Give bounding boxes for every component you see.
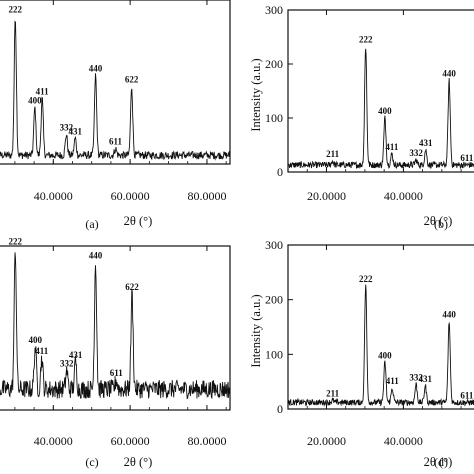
peak-label-411: 411 [36, 86, 50, 96]
peak-label-400: 400 [28, 96, 42, 106]
peak-label-211: 211 [326, 149, 340, 159]
x-tick-label: 80.0000 [187, 434, 226, 448]
peak-label-411: 411 [35, 346, 49, 356]
x-tick-label: 60.0000 [111, 434, 150, 448]
y-axis-title: Intensity (a.u.) [249, 294, 263, 367]
xrd-trace [0, 252, 230, 400]
peak-label-222: 222 [9, 237, 23, 247]
peak-label-400: 400 [378, 106, 392, 116]
y-tick-label: 0 [277, 402, 283, 416]
x-axis-title: 2θ (°) [424, 214, 453, 228]
y-axis-title: Intensity (a.u.) [249, 58, 263, 131]
peak-label-400: 400 [378, 351, 392, 361]
peak-label-440: 440 [89, 250, 103, 260]
peak-label-411: 411 [385, 142, 399, 152]
x-axis-title: 2θ (°) [124, 455, 153, 469]
x-tick-label: 40.0000 [384, 189, 423, 203]
peak-label-440: 440 [442, 310, 456, 320]
peak-label-222: 222 [9, 4, 23, 14]
y-tick-label: 200 [265, 293, 283, 307]
peak-label-332: 332 [409, 148, 423, 158]
xrd-trace [288, 284, 474, 407]
x-axis-title: 2θ (°) [124, 214, 153, 228]
peak-label-431: 431 [69, 350, 83, 360]
y-tick-label: 300 [265, 3, 283, 17]
xrd-trace [0, 20, 230, 161]
peak-label-611: 611 [109, 137, 123, 147]
peak-label-622: 622 [125, 74, 139, 84]
peak-label-400: 400 [28, 335, 42, 345]
peak-label-332: 332 [60, 122, 74, 132]
xrd-trace [288, 48, 474, 170]
peak-label-611: 611 [460, 153, 474, 163]
x-tick-label: 60.0000 [111, 189, 150, 203]
x-tick-label: 20.0000 [307, 434, 346, 448]
peak-label-622: 622 [125, 282, 139, 292]
peak-label-332: 332 [409, 372, 423, 382]
y-tick-label: 0 [277, 165, 283, 179]
peak-label-332: 332 [60, 359, 74, 369]
peak-label-411: 411 [386, 376, 400, 386]
y-tick-label: 300 [265, 238, 283, 252]
y-tick-label: 100 [265, 347, 283, 361]
peak-label-211: 211 [326, 388, 340, 398]
plot-frame [287, 244, 474, 410]
x-tick-label: 40.0000 [34, 189, 73, 203]
y-tick-label: 200 [265, 57, 283, 71]
x-tick-label: 40.0000 [34, 434, 73, 448]
x-tick-label: 20.0000 [307, 189, 346, 203]
panel-label: (d) [434, 455, 448, 469]
peak-label-611: 611 [110, 368, 124, 378]
plot-frame [0, 0, 231, 165]
x-axis-title: 2θ (°) [424, 455, 453, 469]
peak-label-222: 222 [359, 35, 373, 45]
panel-label: (a) [85, 217, 98, 231]
peak-label-431: 431 [419, 374, 433, 384]
panel-label: (c) [85, 455, 98, 469]
peak-label-431: 431 [419, 138, 433, 148]
peak-label-611: 611 [460, 390, 474, 400]
plot-frame [0, 245, 231, 411]
panel-label: (b) [434, 217, 448, 231]
x-tick-label: 80.0000 [187, 189, 226, 203]
plot-frame [287, 9, 474, 173]
y-tick-label: 100 [265, 111, 283, 125]
peak-label-440: 440 [89, 63, 103, 73]
peak-label-222: 222 [359, 274, 373, 284]
peak-label-440: 440 [442, 69, 456, 79]
peak-label-431: 431 [68, 126, 82, 136]
x-tick-label: 40.0000 [384, 434, 423, 448]
